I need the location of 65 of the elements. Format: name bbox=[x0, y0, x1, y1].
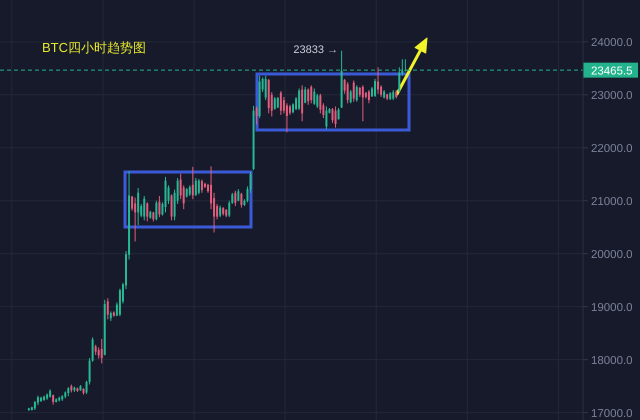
candlestick bbox=[98, 346, 100, 360]
candlestick bbox=[276, 96, 279, 109]
candlestick bbox=[298, 88, 300, 111]
candlestick bbox=[334, 106, 337, 128]
candlestick bbox=[338, 108, 340, 120]
candlestick bbox=[52, 394, 54, 406]
candlestick bbox=[198, 178, 200, 195]
candlestick bbox=[36, 395, 39, 406]
candlestick bbox=[137, 188, 140, 226]
y-tick-label: 18000.0 bbox=[591, 354, 633, 367]
candlestick bbox=[307, 88, 310, 106]
candlestick bbox=[368, 90, 370, 104]
candlestick bbox=[304, 86, 306, 104]
candlestick bbox=[288, 104, 291, 116]
ref-line-label: 23465.5 bbox=[591, 65, 633, 78]
candlestick bbox=[234, 190, 236, 207]
candlestick bbox=[158, 195, 160, 218]
candlestick bbox=[219, 205, 222, 218]
candlestick bbox=[325, 106, 328, 130]
candlestick bbox=[362, 84, 364, 122]
annotation: 23833 → bbox=[293, 44, 338, 56]
candlestick bbox=[264, 75, 267, 101]
candlestick bbox=[240, 192, 242, 208]
y-tick-label: 22000.0 bbox=[591, 142, 633, 155]
candlestick bbox=[301, 84, 304, 122]
candlestick bbox=[346, 82, 349, 104]
candlestick bbox=[110, 310, 112, 322]
candlestick bbox=[192, 166, 194, 200]
y-tick-label: 19000.0 bbox=[591, 302, 633, 314]
y-tick-label: 20000.0 bbox=[591, 248, 633, 261]
candlestick bbox=[358, 86, 361, 98]
candlestick bbox=[194, 177, 197, 196]
y-tick-label: 17000.0 bbox=[591, 408, 633, 420]
candlestick bbox=[350, 90, 352, 104]
candlestick bbox=[134, 197, 136, 242]
candlestick bbox=[168, 184, 170, 204]
candlestick bbox=[200, 179, 203, 194]
candlestick bbox=[67, 386, 70, 397]
y-tick-label: 21000.0 bbox=[591, 196, 633, 208]
candlestick bbox=[374, 78, 376, 98]
candlestick bbox=[280, 90, 282, 116]
y-tick-label: 24000.0 bbox=[591, 37, 633, 50]
candlestick bbox=[188, 184, 191, 196]
candlestick bbox=[170, 194, 173, 221]
candlestick bbox=[356, 84, 358, 102]
candlestick bbox=[256, 106, 258, 125]
candlestick bbox=[143, 195, 146, 221]
candlestick bbox=[146, 202, 148, 222]
y-tick-label: 23000.0 bbox=[591, 90, 633, 102]
candlestick bbox=[310, 84, 312, 104]
candlestick bbox=[152, 211, 154, 222]
text: BTC四小时趋势图 bbox=[42, 40, 146, 55]
candlestick bbox=[377, 66, 380, 94]
candlestick bbox=[94, 344, 97, 356]
candlestick bbox=[352, 80, 355, 102]
candlestick bbox=[155, 200, 158, 221]
candlestick bbox=[392, 90, 394, 101]
candlestick bbox=[313, 88, 316, 106]
candlestick bbox=[331, 108, 334, 124]
candlestick bbox=[106, 298, 109, 320]
candlestick bbox=[186, 188, 188, 198]
candlestick bbox=[319, 93, 322, 114]
candlestick bbox=[237, 188, 240, 202]
candlestick bbox=[100, 338, 103, 364]
candlestick bbox=[274, 96, 276, 110]
